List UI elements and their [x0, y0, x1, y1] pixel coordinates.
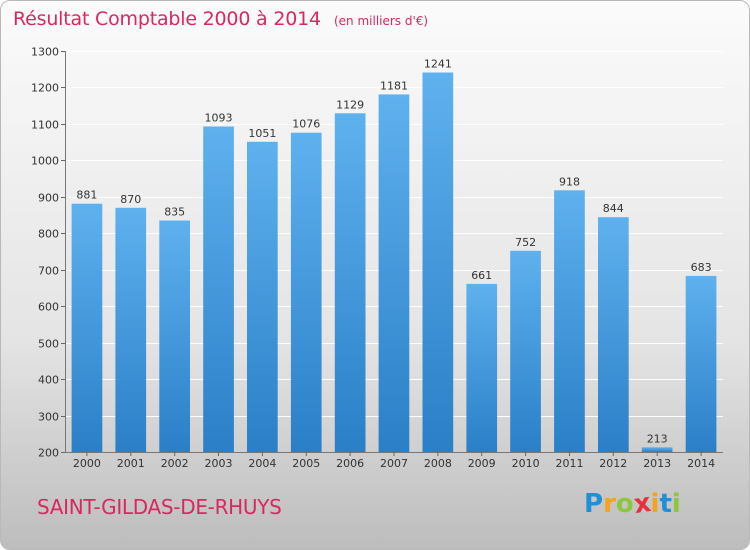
value-label-2002: 835 — [164, 206, 185, 219]
y-tick-label: 1300 — [31, 46, 59, 59]
y-tick-label: 300 — [38, 411, 59, 424]
x-tick-label-2010: 2010 — [512, 457, 540, 470]
value-label-2014: 683 — [691, 261, 712, 274]
x-tick-label-2002: 2002 — [161, 457, 189, 470]
x-tick-label-2003: 2003 — [205, 457, 233, 470]
title-row: Résultat Comptable 2000 à 2014 (en milli… — [13, 8, 428, 30]
chart-title: Résultat Comptable 2000 à 2014 — [13, 8, 321, 30]
bar-2001 — [115, 207, 147, 452]
x-tick-label-2014: 2014 — [687, 457, 715, 470]
y-tick-label: 900 — [38, 192, 59, 205]
bar-chart: 200 300 400 500 600 700 800 900 1000 1100 1200 1300… — [31, 46, 723, 470]
bar-2010 — [510, 250, 541, 452]
bar-2000 — [71, 203, 103, 452]
bar-2012 — [598, 217, 629, 452]
logo-letter: x — [631, 487, 653, 521]
logo-letter: t — [659, 489, 672, 519]
bar-2007 — [378, 94, 410, 453]
value-label-2009: 661 — [471, 269, 492, 282]
chart-subtitle: (en milliers d'€) — [333, 14, 429, 28]
x-tick-label-2004: 2004 — [248, 457, 276, 470]
logo-letter: i — [650, 489, 660, 519]
proxiti-logo: Proxiti — [584, 487, 681, 521]
logo-letter: r — [603, 489, 616, 519]
y-tick-label: 600 — [38, 301, 59, 314]
value-label-2011: 918 — [559, 175, 580, 188]
bar-2013 — [641, 447, 673, 452]
value-label-2007: 1181 — [380, 79, 408, 92]
y-tick-label: 500 — [38, 338, 59, 351]
value-label-2013: 213 — [647, 432, 668, 445]
y-tick-label: 700 — [38, 265, 59, 278]
y-tick-label: 200 — [38, 447, 59, 460]
bars — [71, 72, 717, 453]
axes: 200 300 400 500 600 700 800 900 1000 1100 1200 1300… — [31, 46, 723, 470]
value-label-2008: 1241 — [424, 58, 452, 71]
y-tick-label: 1200 — [31, 82, 59, 95]
bar-2006 — [334, 113, 366, 453]
x-tick-label-2011: 2011 — [556, 457, 584, 470]
value-labels: 881 870 835 1093 1051 1076 1129 1181 1241 661 752 9… — [76, 58, 711, 446]
logo-letter: P — [584, 489, 604, 519]
y-tick-label: 800 — [38, 228, 59, 241]
y-tick-label: 400 — [38, 374, 59, 387]
y-tick-label: 1000 — [31, 155, 59, 168]
value-label-2001: 870 — [120, 193, 141, 206]
value-label-2005: 1076 — [292, 118, 320, 131]
bar-2005 — [290, 132, 322, 452]
city-name: SAINT-GILDAS-DE-RHUYS — [37, 495, 282, 519]
x-tick-label-2007: 2007 — [380, 457, 408, 470]
value-label-2000: 881 — [76, 189, 97, 202]
bar-2008 — [422, 72, 454, 452]
x-tick-label-2009: 2009 — [468, 457, 496, 470]
y-tick-label: 1100 — [31, 119, 59, 132]
bar-2002 — [159, 220, 190, 452]
value-label-2003: 1093 — [205, 112, 233, 125]
value-label-2012: 844 — [603, 202, 624, 215]
x-tick-label-2006: 2006 — [336, 457, 364, 470]
x-tick-label-2008: 2008 — [424, 457, 452, 470]
bar-2009 — [466, 283, 498, 452]
x-tick-label-2005: 2005 — [292, 457, 320, 470]
value-label-2004: 1051 — [248, 127, 276, 140]
value-label-2010: 752 — [515, 236, 536, 249]
x-tick-label-2001: 2001 — [117, 457, 145, 470]
x-tick-label-2013: 2013 — [643, 457, 671, 470]
bar-2004 — [247, 141, 278, 453]
bar-2003 — [203, 126, 234, 452]
value-label-2006: 1129 — [336, 98, 364, 111]
logo-letter: i — [671, 489, 681, 519]
logo-letter: o — [615, 489, 634, 519]
x-tick-label-2012: 2012 — [599, 457, 627, 470]
bar-2014 — [685, 275, 717, 452]
bar-2011 — [554, 190, 585, 453]
x-tick-label-2000: 2000 — [73, 457, 101, 470]
